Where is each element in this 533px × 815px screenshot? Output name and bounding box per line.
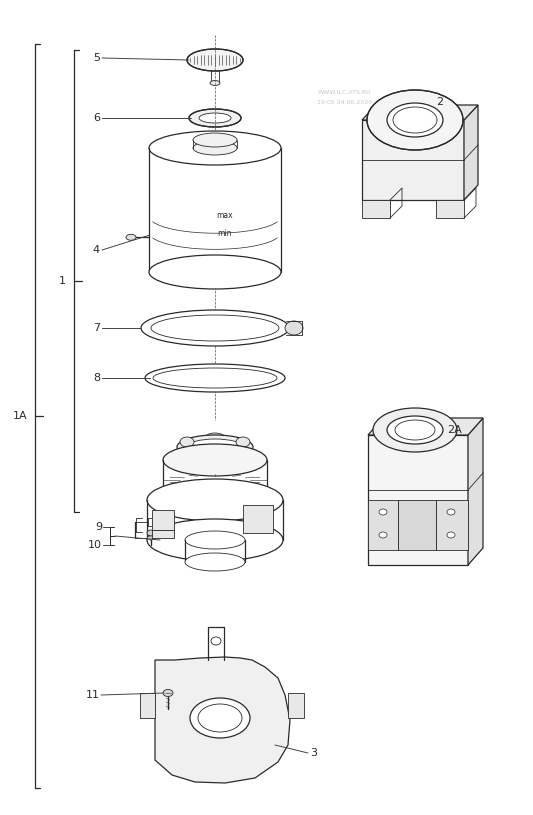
- Ellipse shape: [147, 519, 283, 561]
- Ellipse shape: [447, 532, 455, 538]
- Ellipse shape: [177, 435, 253, 459]
- Text: max: max: [217, 211, 233, 220]
- Ellipse shape: [163, 484, 267, 516]
- Ellipse shape: [147, 479, 283, 521]
- Text: 19:05 04.06.2024: 19:05 04.06.2024: [317, 100, 373, 105]
- Text: 7: 7: [93, 323, 100, 333]
- Ellipse shape: [141, 310, 289, 346]
- Ellipse shape: [373, 408, 457, 452]
- Ellipse shape: [205, 433, 225, 443]
- Ellipse shape: [285, 321, 303, 335]
- Ellipse shape: [163, 689, 173, 697]
- Ellipse shape: [395, 420, 435, 440]
- Text: 6: 6: [93, 113, 100, 123]
- Polygon shape: [368, 435, 468, 565]
- Polygon shape: [368, 418, 483, 435]
- Ellipse shape: [379, 509, 387, 515]
- Bar: [436, 200, 464, 218]
- Ellipse shape: [236, 437, 250, 447]
- Ellipse shape: [185, 553, 245, 571]
- Polygon shape: [468, 418, 483, 565]
- Text: 1A: 1A: [12, 411, 27, 421]
- Ellipse shape: [151, 315, 279, 341]
- Bar: [368, 500, 398, 550]
- Ellipse shape: [147, 536, 155, 540]
- Text: 5: 5: [93, 53, 100, 63]
- Ellipse shape: [193, 141, 237, 155]
- Ellipse shape: [210, 81, 220, 86]
- Bar: [398, 500, 436, 550]
- Text: 9: 9: [95, 522, 102, 532]
- Text: 4: 4: [93, 245, 100, 255]
- Ellipse shape: [387, 416, 443, 444]
- Polygon shape: [288, 693, 304, 718]
- Ellipse shape: [255, 511, 261, 515]
- Ellipse shape: [187, 49, 243, 71]
- Ellipse shape: [367, 90, 463, 150]
- Ellipse shape: [198, 704, 242, 732]
- Ellipse shape: [149, 131, 281, 165]
- Ellipse shape: [163, 444, 267, 476]
- Bar: [152, 530, 174, 538]
- Ellipse shape: [211, 637, 221, 645]
- Ellipse shape: [393, 107, 437, 133]
- Bar: [362, 200, 390, 218]
- Ellipse shape: [447, 509, 455, 515]
- Text: 2: 2: [437, 97, 443, 107]
- Text: 8: 8: [93, 373, 100, 383]
- Text: 2A: 2A: [448, 425, 462, 435]
- Polygon shape: [155, 657, 290, 783]
- Ellipse shape: [126, 234, 136, 240]
- Polygon shape: [362, 105, 478, 120]
- Bar: [243, 505, 273, 533]
- Ellipse shape: [187, 439, 243, 455]
- Ellipse shape: [149, 255, 281, 289]
- Ellipse shape: [387, 103, 443, 137]
- Ellipse shape: [190, 698, 250, 738]
- Ellipse shape: [153, 368, 277, 388]
- Ellipse shape: [379, 532, 387, 538]
- Text: 3: 3: [310, 748, 317, 758]
- Ellipse shape: [193, 133, 237, 147]
- Ellipse shape: [180, 437, 194, 447]
- Polygon shape: [140, 693, 155, 718]
- Ellipse shape: [145, 364, 285, 392]
- Bar: [152, 510, 174, 530]
- Ellipse shape: [199, 113, 231, 123]
- Text: min: min: [218, 229, 232, 238]
- Polygon shape: [362, 120, 464, 200]
- Ellipse shape: [189, 109, 241, 127]
- Ellipse shape: [147, 530, 155, 536]
- Ellipse shape: [185, 531, 245, 549]
- Text: 10: 10: [88, 540, 102, 550]
- Text: 11: 11: [86, 690, 100, 700]
- Text: 1: 1: [59, 276, 66, 286]
- Ellipse shape: [255, 523, 261, 527]
- Bar: [436, 500, 468, 550]
- Polygon shape: [464, 105, 478, 200]
- Text: WWW.ILC.ATS.RU: WWW.ILC.ATS.RU: [318, 90, 372, 95]
